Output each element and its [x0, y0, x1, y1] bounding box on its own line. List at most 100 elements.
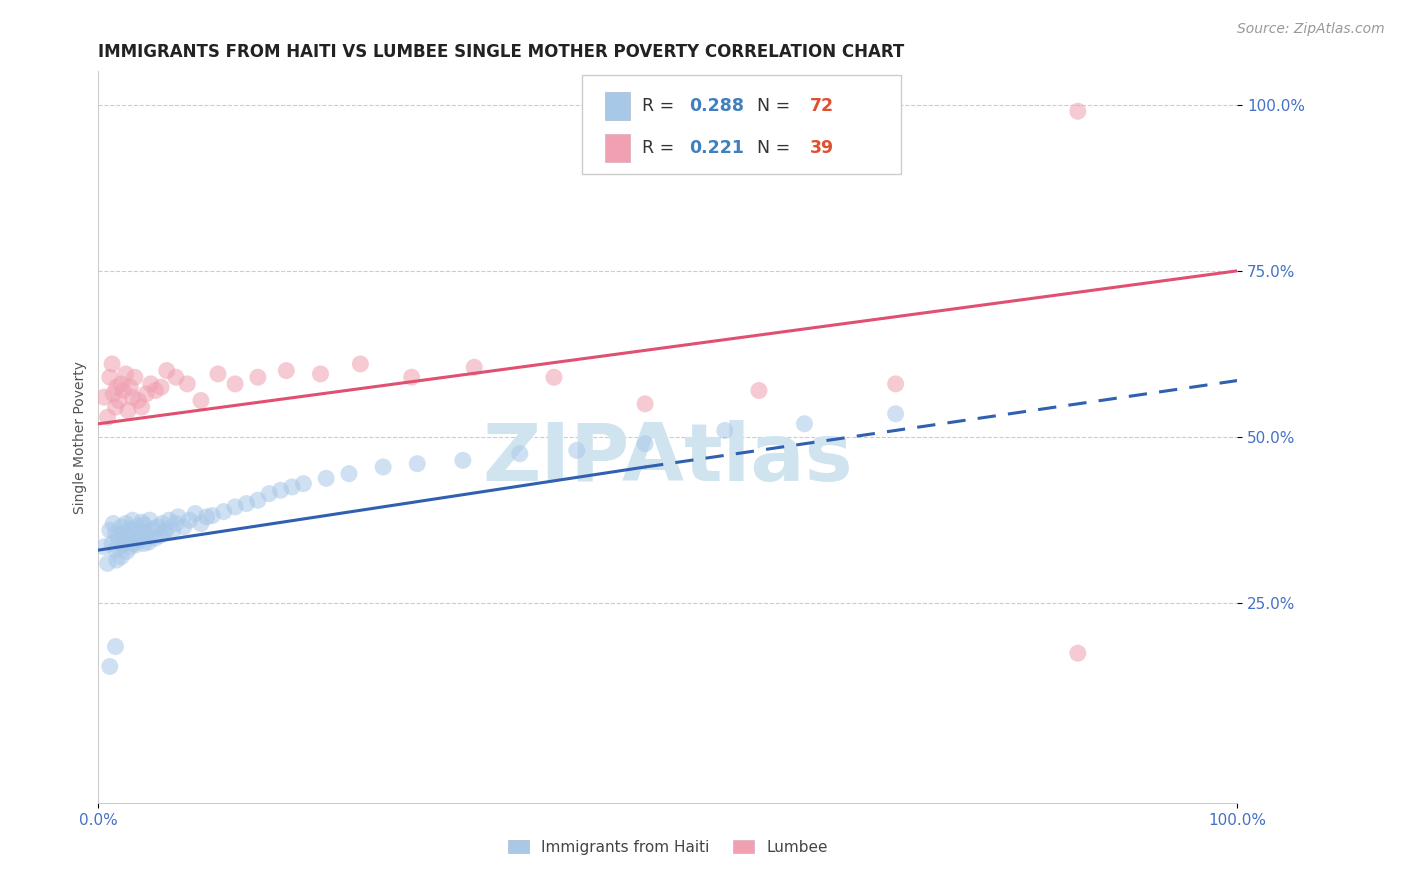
Point	[276, 363, 298, 377]
Point	[543, 370, 565, 384]
Point	[111, 538, 134, 552]
Text: IMMIGRANTS FROM HAITI VS LUMBEE SINGLE MOTHER POVERTY CORRELATION CHART: IMMIGRANTS FROM HAITI VS LUMBEE SINGLE M…	[98, 44, 904, 62]
Point	[101, 536, 124, 550]
Point	[150, 516, 173, 531]
Point	[190, 393, 212, 408]
Point	[634, 436, 657, 450]
Point	[270, 483, 292, 498]
Point	[153, 524, 176, 539]
Point	[337, 467, 360, 481]
Point	[406, 457, 429, 471]
Point	[371, 460, 394, 475]
Text: 72: 72	[810, 97, 834, 115]
Point	[179, 513, 201, 527]
Point	[120, 540, 142, 554]
Point	[281, 480, 304, 494]
Point	[120, 380, 142, 394]
Point	[157, 513, 180, 527]
FancyBboxPatch shape	[605, 134, 630, 161]
Point	[165, 370, 187, 384]
Point	[114, 535, 136, 549]
Point	[108, 533, 131, 548]
Point	[98, 370, 121, 384]
Point	[246, 370, 269, 384]
Point	[309, 367, 332, 381]
Point	[104, 543, 127, 558]
Point	[105, 380, 128, 394]
Point	[117, 403, 139, 417]
Point	[127, 520, 149, 534]
Point	[235, 497, 257, 511]
Point	[107, 530, 129, 544]
Point	[176, 376, 198, 391]
Point	[110, 549, 132, 564]
Point	[104, 640, 127, 654]
Point	[246, 493, 269, 508]
Point	[103, 516, 125, 531]
Point	[112, 526, 135, 541]
Legend: Immigrants from Haiti, Lumbee: Immigrants from Haiti, Lumbee	[502, 834, 834, 861]
Point	[748, 384, 770, 398]
Text: 0.221: 0.221	[689, 139, 745, 157]
Point	[98, 659, 121, 673]
Point	[132, 536, 155, 550]
Point	[401, 370, 423, 384]
Point	[165, 516, 187, 531]
Point	[117, 531, 139, 545]
Point	[138, 513, 160, 527]
Point	[184, 507, 207, 521]
Text: R =: R =	[641, 139, 679, 157]
Point	[104, 526, 127, 541]
Point	[118, 522, 141, 536]
Point	[156, 363, 179, 377]
Point	[131, 400, 153, 414]
Point	[131, 515, 153, 529]
Point	[714, 424, 737, 438]
Point	[292, 476, 315, 491]
Text: N =: N =	[747, 139, 796, 157]
Point	[146, 520, 169, 534]
Point	[156, 522, 179, 536]
Point	[142, 522, 165, 536]
Point	[115, 544, 138, 558]
Point	[124, 370, 146, 384]
Point	[207, 367, 229, 381]
Point	[259, 486, 281, 500]
Text: 39: 39	[810, 139, 834, 157]
Point	[98, 523, 121, 537]
Point	[315, 471, 337, 485]
Point	[139, 376, 162, 391]
Point	[150, 380, 173, 394]
Point	[127, 393, 149, 408]
Point	[103, 387, 125, 401]
Point	[138, 535, 160, 549]
Point	[135, 526, 157, 541]
Point	[112, 384, 135, 398]
Point	[93, 390, 115, 404]
Point	[565, 443, 588, 458]
Point	[167, 509, 190, 524]
Point	[793, 417, 815, 431]
FancyBboxPatch shape	[605, 92, 630, 120]
Point	[96, 557, 118, 571]
Point	[463, 360, 485, 375]
Point	[1067, 104, 1090, 119]
Point	[349, 357, 371, 371]
Text: N =: N =	[747, 97, 796, 115]
Point	[125, 538, 148, 552]
Text: ZIPAtlas: ZIPAtlas	[482, 420, 853, 498]
Point	[108, 393, 131, 408]
Point	[96, 410, 118, 425]
Point	[145, 384, 167, 398]
Point	[101, 357, 124, 371]
Text: 0.288: 0.288	[689, 97, 745, 115]
Point	[884, 407, 907, 421]
Point	[212, 504, 235, 518]
Point	[124, 528, 146, 542]
FancyBboxPatch shape	[582, 75, 901, 174]
Point	[128, 524, 150, 539]
Point	[93, 540, 115, 554]
Point	[224, 376, 246, 391]
Point	[451, 453, 474, 467]
Text: R =: R =	[641, 97, 679, 115]
